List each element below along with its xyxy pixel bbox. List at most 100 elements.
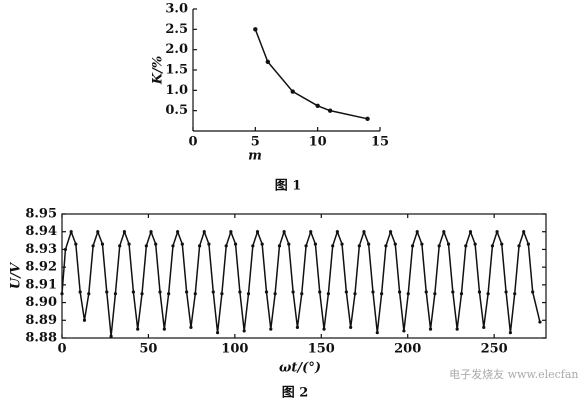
x-tick-label: 150 — [308, 342, 335, 357]
data-point — [402, 329, 406, 333]
data-point — [215, 331, 220, 335]
data-point — [167, 292, 171, 296]
data-point — [397, 290, 402, 294]
x-tick-label: 15 — [371, 135, 389, 150]
data-point — [415, 230, 419, 234]
data-point — [264, 290, 269, 294]
data-point — [158, 290, 162, 294]
y-tick-label: 8.88 — [25, 331, 57, 346]
data-point — [82, 318, 87, 322]
data-point — [357, 244, 361, 248]
y-axis-label: K/% — [151, 56, 166, 85]
data-point — [189, 325, 193, 329]
data-point — [260, 242, 264, 246]
y-tick-label: 8.91 — [25, 277, 57, 292]
data-point — [69, 230, 73, 234]
data-point — [277, 244, 282, 248]
data-line — [254, 29, 368, 120]
data-point — [185, 290, 189, 294]
data-point — [517, 244, 521, 248]
data-point — [315, 103, 320, 108]
y-tick-label: 8.92 — [25, 260, 57, 275]
data-point — [290, 89, 295, 94]
data-point — [144, 244, 148, 248]
data-point — [335, 230, 339, 234]
data-point — [384, 244, 388, 248]
data-point — [477, 290, 482, 294]
data-point — [113, 292, 118, 296]
data-point — [287, 242, 291, 246]
data-point — [265, 59, 270, 65]
y-tick-label: 0.5 — [165, 103, 188, 118]
data-point — [326, 292, 330, 296]
data-point — [282, 230, 286, 234]
y-axis-label: U/V — [9, 261, 24, 289]
data-point — [233, 242, 238, 246]
data-point — [442, 230, 446, 234]
data-point — [322, 327, 326, 331]
data-point — [490, 244, 495, 248]
y-tick-label: 3.0 — [165, 2, 188, 17]
data-point — [424, 290, 428, 294]
data-point — [78, 290, 82, 294]
x-axis-label: m — [248, 149, 262, 164]
data-point — [389, 230, 393, 234]
data-point — [486, 292, 490, 296]
data-point — [242, 329, 246, 333]
plot-frame — [61, 213, 547, 339]
data-point — [349, 325, 353, 329]
data-point — [87, 292, 91, 296]
data-point — [468, 230, 473, 234]
y-tick-label: 1.5 — [165, 63, 188, 78]
data-point — [410, 244, 415, 248]
data-point — [202, 230, 206, 234]
data-point — [251, 244, 255, 248]
data-point — [522, 230, 526, 234]
data-point — [118, 244, 122, 248]
data-point — [365, 116, 370, 122]
watermark: 电子发烧友 www.elecfans.com — [449, 367, 578, 381]
x-tick-label: 50 — [139, 342, 157, 357]
data-point — [176, 230, 180, 234]
data-point — [380, 292, 384, 296]
data-point — [149, 230, 153, 234]
data-point — [504, 290, 508, 294]
data-point — [344, 290, 348, 294]
data-point — [433, 292, 437, 296]
data-line — [61, 229, 541, 337]
data-point — [180, 242, 184, 246]
data-point — [500, 242, 504, 246]
data-point — [91, 244, 95, 248]
x-tick-label: 10 — [309, 135, 327, 150]
y-tick-label: 8.95 — [25, 207, 57, 222]
data-point — [100, 242, 105, 246]
x-tick-label: 0 — [188, 135, 197, 150]
data-point — [375, 331, 379, 335]
data-point — [451, 290, 455, 294]
data-point — [193, 292, 197, 296]
data-point — [371, 290, 375, 294]
data-point — [331, 244, 335, 248]
data-point — [273, 292, 277, 296]
x-tick-label: 100 — [221, 342, 248, 357]
data-point — [162, 327, 166, 331]
data-point — [253, 27, 258, 32]
chart-title: 图 2 — [282, 386, 309, 401]
data-point — [131, 290, 135, 294]
x-tick-label: 250 — [481, 342, 508, 357]
data-point — [300, 292, 304, 296]
data-point — [495, 230, 499, 234]
y-tick-label: 8.94 — [25, 224, 57, 239]
data-point — [136, 327, 140, 331]
data-point — [313, 242, 318, 246]
data-point — [229, 230, 233, 234]
y-tick-label: 2.5 — [165, 22, 188, 37]
data-point — [446, 242, 451, 246]
data-point — [513, 292, 517, 296]
y-tick-label: 8.90 — [25, 295, 57, 310]
data-point — [207, 242, 211, 246]
y-tick-label: 8.93 — [25, 242, 57, 257]
data-point — [353, 292, 357, 296]
data-point — [304, 244, 308, 248]
